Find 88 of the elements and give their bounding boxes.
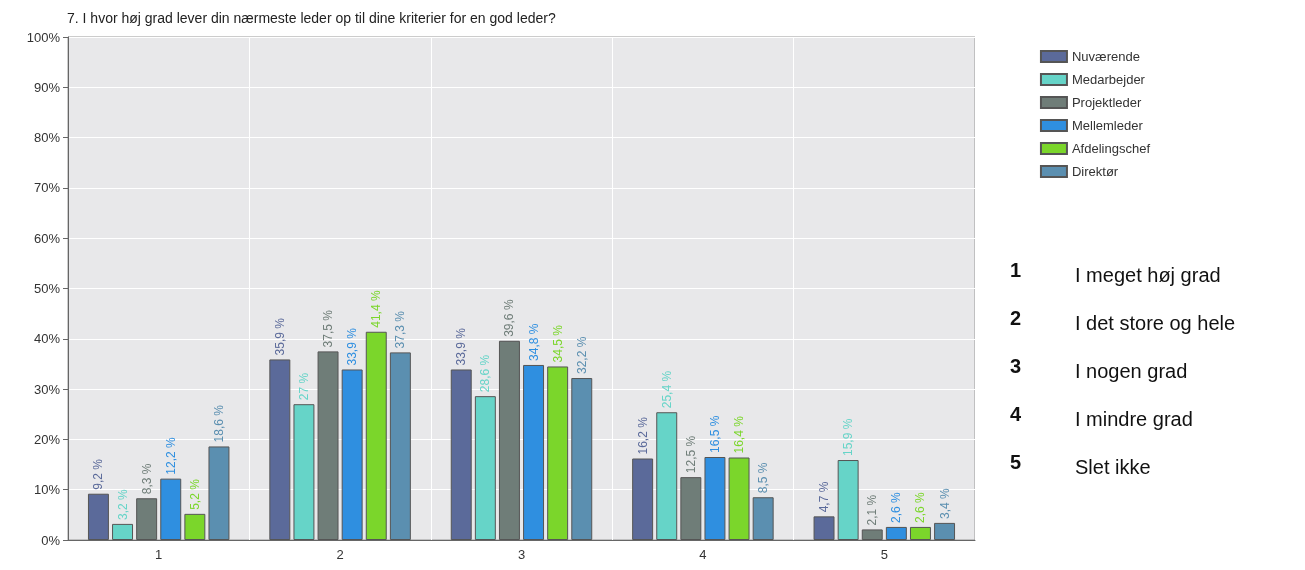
bar xyxy=(704,457,726,540)
bar xyxy=(656,412,678,540)
bar xyxy=(450,369,472,540)
chart-title: 7. I hvor høj grad lever din nærmeste leder op til dine kriterier for en god leder? xyxy=(67,10,556,26)
y-tick-label: 10% xyxy=(33,482,61,498)
data-label: 37,5 % xyxy=(321,309,336,348)
data-label: 8,5 % xyxy=(756,462,771,494)
text: 5 Slet ikke xyxy=(1010,451,1151,478)
x-tick-label: 2 xyxy=(336,547,344,562)
y-tick-label: 0% xyxy=(41,532,61,548)
legend-label: Mellemleder xyxy=(1071,118,1144,133)
data-label: 33,9 % xyxy=(345,327,360,366)
y-tick-label: 100% xyxy=(26,29,61,45)
data-label: 16,5 % xyxy=(707,415,722,454)
data-label: 27 % xyxy=(296,372,311,401)
data-label: 3,2 % xyxy=(115,488,130,520)
bar xyxy=(317,351,339,540)
bar xyxy=(813,516,835,540)
data-label: 5,2 % xyxy=(187,478,202,510)
bar xyxy=(341,369,363,540)
bar xyxy=(112,523,134,540)
legend-label: Direktør xyxy=(1071,164,1119,179)
data-label: 33,9 % xyxy=(454,327,469,366)
data-label: 16,4 % xyxy=(732,415,747,454)
y-tick-label: 30% xyxy=(33,381,61,397)
y-tick-label: 40% xyxy=(33,331,61,347)
legend-label: Projektleder xyxy=(1071,95,1142,110)
text: 4 I mindre grad xyxy=(1010,403,1193,430)
y-tick-label: 60% xyxy=(33,230,61,246)
data-label: 39,6 % xyxy=(502,299,517,337)
data-label: 28,6 % xyxy=(478,354,493,393)
data-label: 41,4 % xyxy=(369,290,384,328)
data-label: 18,6 % xyxy=(211,404,226,443)
bar xyxy=(293,404,315,540)
data-label: 2,6 % xyxy=(889,491,904,523)
text: 3 I nogen grad xyxy=(1010,355,1188,382)
x-tick-label: 4 xyxy=(699,547,707,562)
bar xyxy=(87,493,109,540)
legend-label: Nuværende xyxy=(1071,49,1140,64)
data-label: 16,2 % xyxy=(635,416,650,455)
data-label: 25,4 % xyxy=(659,370,674,409)
text: 2 I det store og hele xyxy=(1010,307,1236,334)
y-tick-label: 70% xyxy=(33,180,61,196)
data-label: 34,8 % xyxy=(526,323,541,361)
bar xyxy=(523,364,545,540)
data-label: 8,3 % xyxy=(139,463,154,495)
data-label: 12,5 % xyxy=(683,435,698,474)
data-label: 12,2 % xyxy=(163,436,178,475)
x-tick-label: 1 xyxy=(155,547,163,562)
data-label: 37,3 % xyxy=(393,310,408,349)
y-tick-label: 90% xyxy=(33,79,61,95)
bar xyxy=(752,497,774,540)
data-label: 34,5 % xyxy=(550,324,565,363)
x-tick-label: 5 xyxy=(880,547,888,562)
bar xyxy=(269,359,291,540)
y-tick-label: 50% xyxy=(33,281,61,296)
data-label: 32,2 % xyxy=(574,336,589,375)
bar xyxy=(728,457,750,540)
x-tick-label: 3 xyxy=(517,547,526,562)
bar xyxy=(498,340,520,540)
data-label: 2,6 % xyxy=(913,491,928,523)
data-label: 15,9 % xyxy=(841,418,856,457)
bar xyxy=(136,498,158,540)
bar xyxy=(547,366,569,540)
bar xyxy=(184,513,206,540)
data-label: 3,4 % xyxy=(937,487,952,519)
bar xyxy=(909,526,931,540)
bar xyxy=(365,331,387,540)
legend-label: Medarbejder xyxy=(1071,72,1146,87)
legend-label: Afdelingschef xyxy=(1071,141,1151,156)
data-label: 2,1 % xyxy=(865,494,880,526)
y-tick-label: 20% xyxy=(33,431,61,447)
data-label: 4,7 % xyxy=(817,481,832,513)
bar xyxy=(571,378,593,540)
bar xyxy=(160,478,182,540)
bar xyxy=(837,460,859,540)
bar xyxy=(885,526,907,540)
bar xyxy=(934,522,956,540)
bar xyxy=(389,352,411,540)
data-label: 35,9 % xyxy=(272,317,287,356)
bar xyxy=(632,458,654,540)
bar xyxy=(861,529,883,540)
bar xyxy=(474,396,496,540)
bar xyxy=(680,477,702,540)
y-tick-label: 80% xyxy=(33,130,61,146)
bar xyxy=(208,446,230,540)
text: 1 I meget høj grad xyxy=(1010,259,1221,286)
data-label: 9,2 % xyxy=(91,458,106,490)
